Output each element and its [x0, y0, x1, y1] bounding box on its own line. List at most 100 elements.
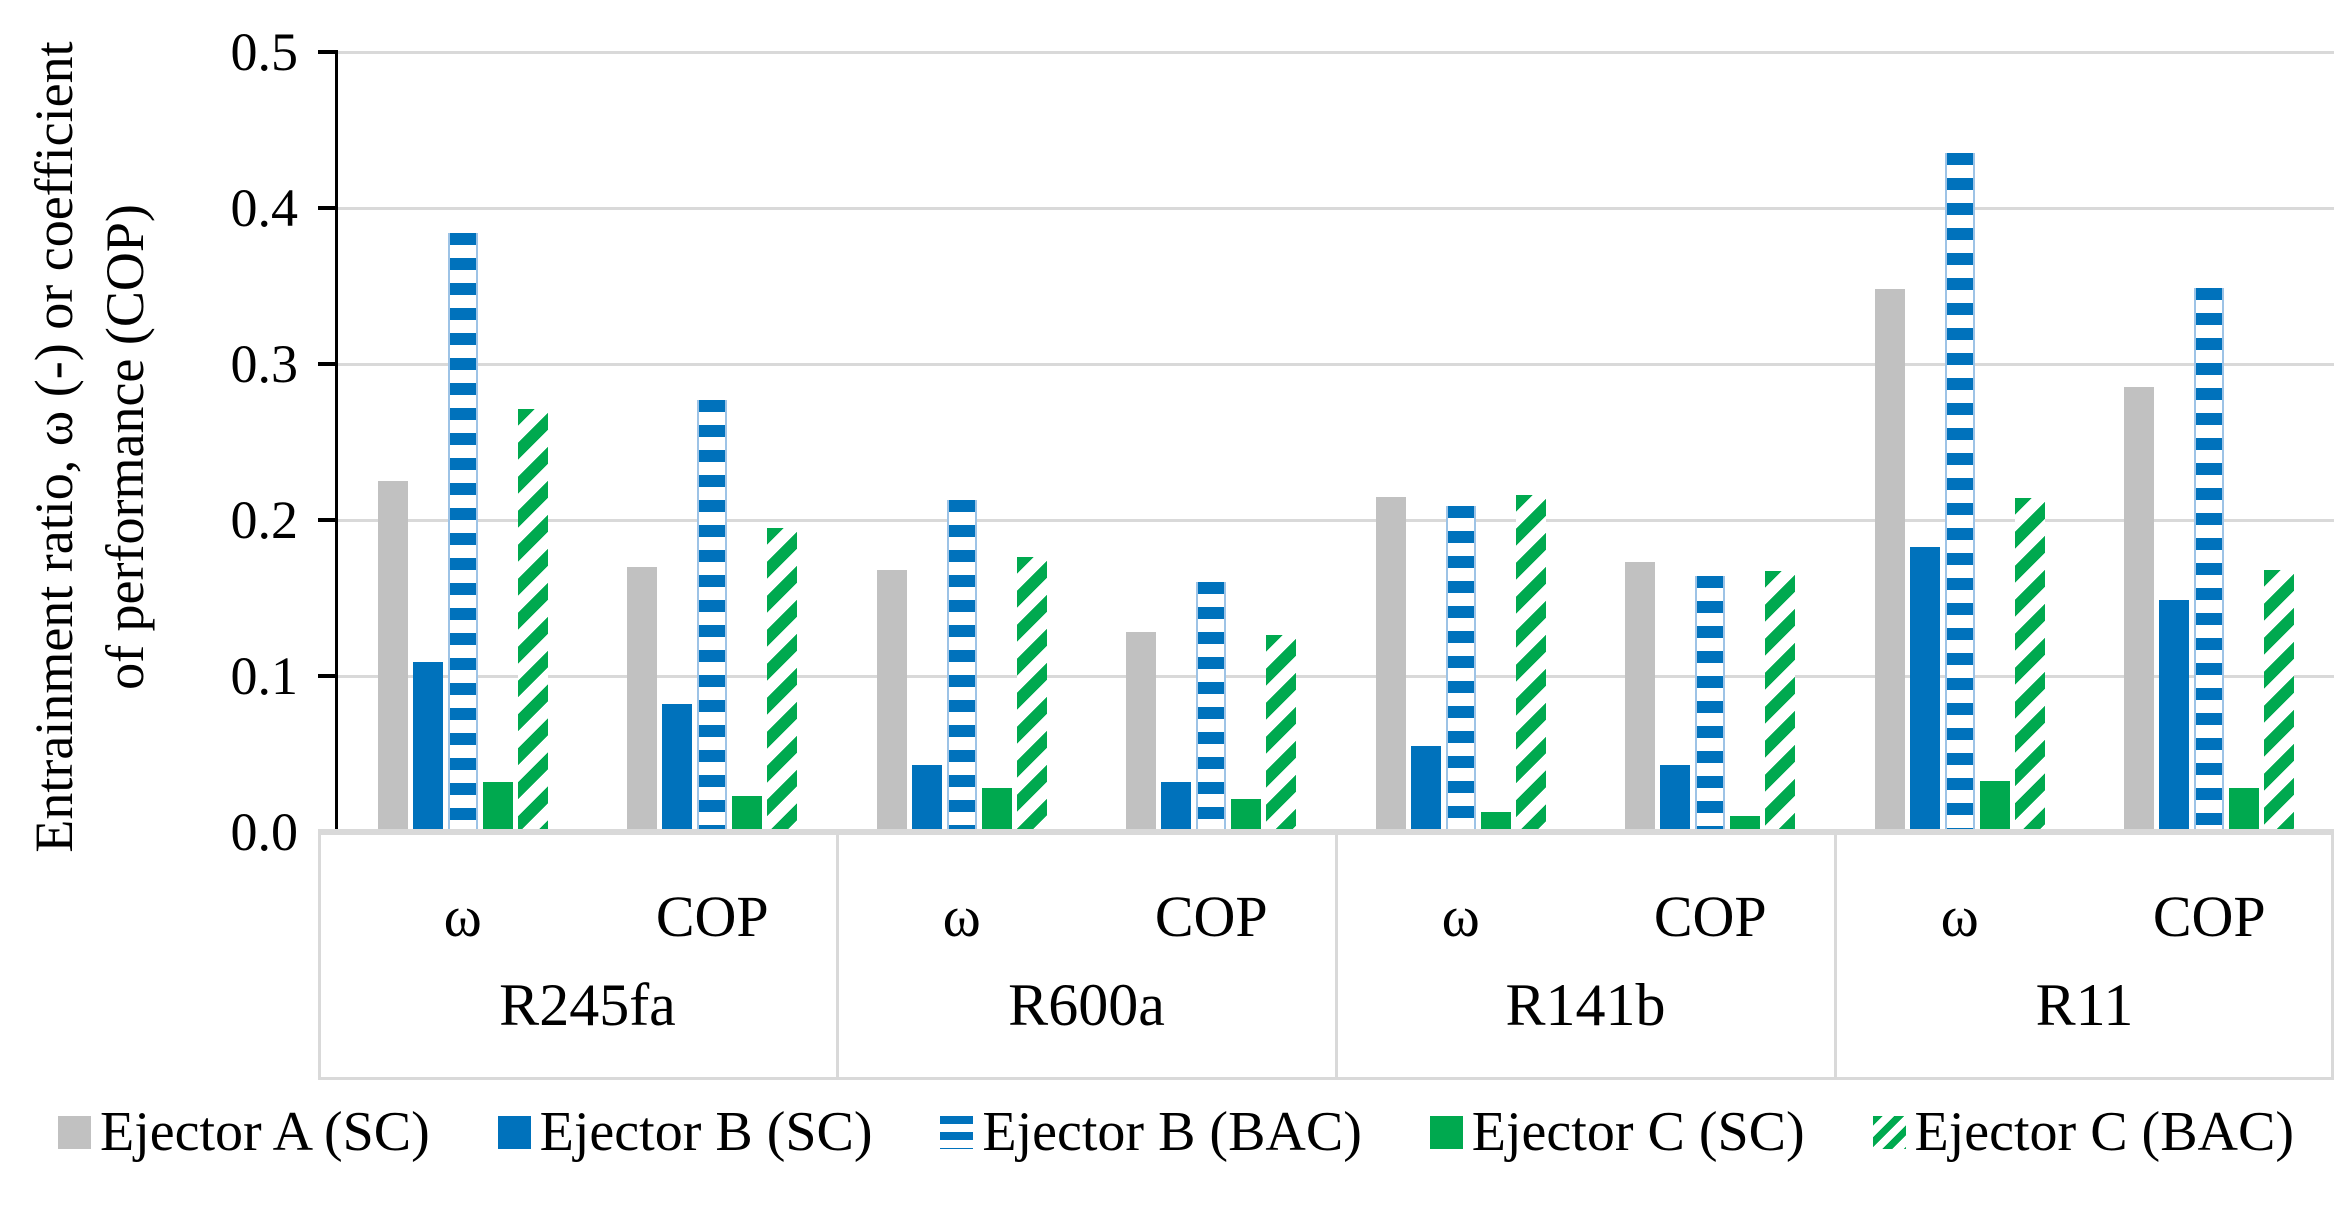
- group-axis-label: R11: [2035, 972, 2134, 1038]
- group-axis-label: R245fa: [499, 972, 676, 1038]
- bar-ejector-b-bac: [1196, 582, 1227, 832]
- bar-ejector-a-sc: [1874, 289, 1905, 832]
- bar-cluster: [876, 52, 1047, 832]
- sub-axis-label: COP: [1154, 884, 1268, 949]
- bar-ejector-c-bac: [1765, 571, 1796, 832]
- bar-ejector-b-bac: [697, 400, 728, 832]
- group-divider: [836, 832, 839, 1077]
- bar-ejector-b-sc: [2159, 600, 2190, 832]
- legend-label: Ejector B (BAC): [982, 1101, 1362, 1163]
- bar-ejector-a-sc: [1126, 632, 1157, 832]
- legend-item: Ejector C (BAC): [1872, 1100, 2294, 1164]
- bar-ejector-b-sc: [1660, 765, 1691, 832]
- y-axis-line: [335, 52, 338, 832]
- bar-ejector-a-sc: [2124, 387, 2155, 832]
- y-tick-label: 0.1: [230, 646, 299, 706]
- bar-ejector-c-bac: [2264, 570, 2295, 832]
- bar-ejector-c-sc: [2229, 788, 2260, 832]
- bar-cluster: [1126, 52, 1297, 832]
- legend-label: Ejector C (BAC): [1914, 1101, 2294, 1163]
- y-tick-label: 0.4: [230, 178, 299, 238]
- bar-ejector-c-sc: [1979, 781, 2010, 832]
- bar-cluster: [2124, 52, 2295, 832]
- bar-cluster: [377, 52, 548, 832]
- bar-ejector-c-sc: [1480, 812, 1511, 832]
- y-axis-tick: [318, 362, 338, 366]
- bar-cluster: [1625, 52, 1796, 832]
- y-axis-tick: [318, 206, 338, 210]
- bar-ejector-b-sc: [662, 704, 693, 832]
- bar-cluster: [1874, 52, 2045, 832]
- x-axis-line: [318, 829, 2334, 835]
- sub-axis-label: ω: [1441, 884, 1480, 949]
- bar-ejector-c-sc: [732, 796, 763, 832]
- legend-label: Ejector C (SC): [1471, 1101, 1805, 1163]
- bar-ejector-b-bac: [2194, 288, 2225, 832]
- bar-ejector-b-bac: [1445, 506, 1476, 832]
- legend-swatch-horizontal-stripes: [940, 1115, 974, 1149]
- legend-label: Ejector A (SC): [100, 1101, 430, 1163]
- gridline: [338, 519, 2334, 522]
- legend-item: Ejector A (SC): [58, 1100, 430, 1164]
- label-table-bottom-border: [318, 1077, 2334, 1080]
- legend-swatch-diagonal-stripes: [1872, 1115, 1906, 1149]
- gridline: [338, 207, 2334, 210]
- bar-ejector-a-sc: [876, 570, 907, 832]
- bar-ejector-a-sc: [1625, 562, 1656, 832]
- sub-axis-label: ω: [942, 884, 981, 949]
- bar-ejector-c-sc: [1730, 816, 1761, 832]
- gridline: [338, 51, 2334, 54]
- bar-ejector-b-bac: [946, 500, 977, 832]
- y-axis-tick: [318, 50, 338, 54]
- y-axis-title-line1: Entrainment ratio, ω (-) or coefficient: [24, 41, 84, 853]
- y-axis-tick: [318, 518, 338, 522]
- legend-swatch-solid: [497, 1115, 531, 1149]
- group-axis-label: R141b: [1505, 972, 1666, 1038]
- bar-ejector-c-bac: [517, 409, 548, 832]
- group-divider: [2331, 832, 2334, 1077]
- legend-item: Ejector B (BAC): [940, 1100, 1362, 1164]
- bar-ejector-c-bac: [767, 528, 798, 832]
- bar-ejector-c-bac: [1016, 557, 1047, 832]
- legend-item: Ejector B (SC): [497, 1100, 873, 1164]
- bar-ejector-b-bac: [447, 233, 478, 832]
- bar-ejector-a-sc: [377, 481, 408, 832]
- group-divider: [1834, 832, 1837, 1077]
- sub-axis-label: COP: [655, 884, 769, 949]
- bar-ejector-c-bac: [1515, 495, 1546, 832]
- sub-axis-label: COP: [1653, 884, 1767, 949]
- legend: Ejector A (SC) Ejector B (SC) Ejector B (B…: [58, 1100, 2294, 1164]
- sub-axis-label: ω: [443, 884, 482, 949]
- bar-ejector-b-sc: [911, 765, 942, 832]
- legend-item: Ejector C (SC): [1429, 1100, 1805, 1164]
- bar-cluster: [1375, 52, 1546, 832]
- bar-ejector-b-sc: [412, 662, 443, 832]
- bar-ejector-b-bac: [1695, 576, 1726, 832]
- sub-axis-label: COP: [2152, 884, 2266, 949]
- y-axis-tick: [318, 674, 338, 678]
- sub-axis-label: ω: [1940, 884, 1979, 949]
- bar-ejector-c-bac: [1266, 635, 1297, 832]
- legend-swatch-solid: [58, 1115, 91, 1149]
- bar-ejector-c-sc: [482, 782, 513, 832]
- legend-swatch-solid: [1429, 1115, 1463, 1149]
- y-tick-label: 0.3: [230, 334, 299, 394]
- group-axis-label: R600a: [1008, 972, 1165, 1038]
- bar-ejector-a-sc: [1375, 497, 1406, 832]
- bar-ejector-b-bac: [1944, 153, 1975, 832]
- bar-ejector-c-sc: [1231, 799, 1262, 832]
- gridline: [338, 675, 2334, 678]
- bar-ejector-b-sc: [1909, 547, 1940, 832]
- y-tick-label: 0.2: [230, 490, 299, 550]
- y-tick-label: 0.0: [230, 802, 299, 862]
- bar-ejector-a-sc: [627, 567, 658, 832]
- bar-cluster: [627, 52, 798, 832]
- gridline: [338, 363, 2334, 366]
- group-divider: [1335, 832, 1338, 1077]
- y-tick-label: 0.5: [230, 22, 299, 82]
- legend-label: Ejector B (SC): [539, 1101, 873, 1163]
- bar-ejector-c-bac: [2014, 498, 2045, 832]
- bar-ejector-b-sc: [1410, 746, 1441, 832]
- bar-ejector-b-sc: [1161, 782, 1192, 832]
